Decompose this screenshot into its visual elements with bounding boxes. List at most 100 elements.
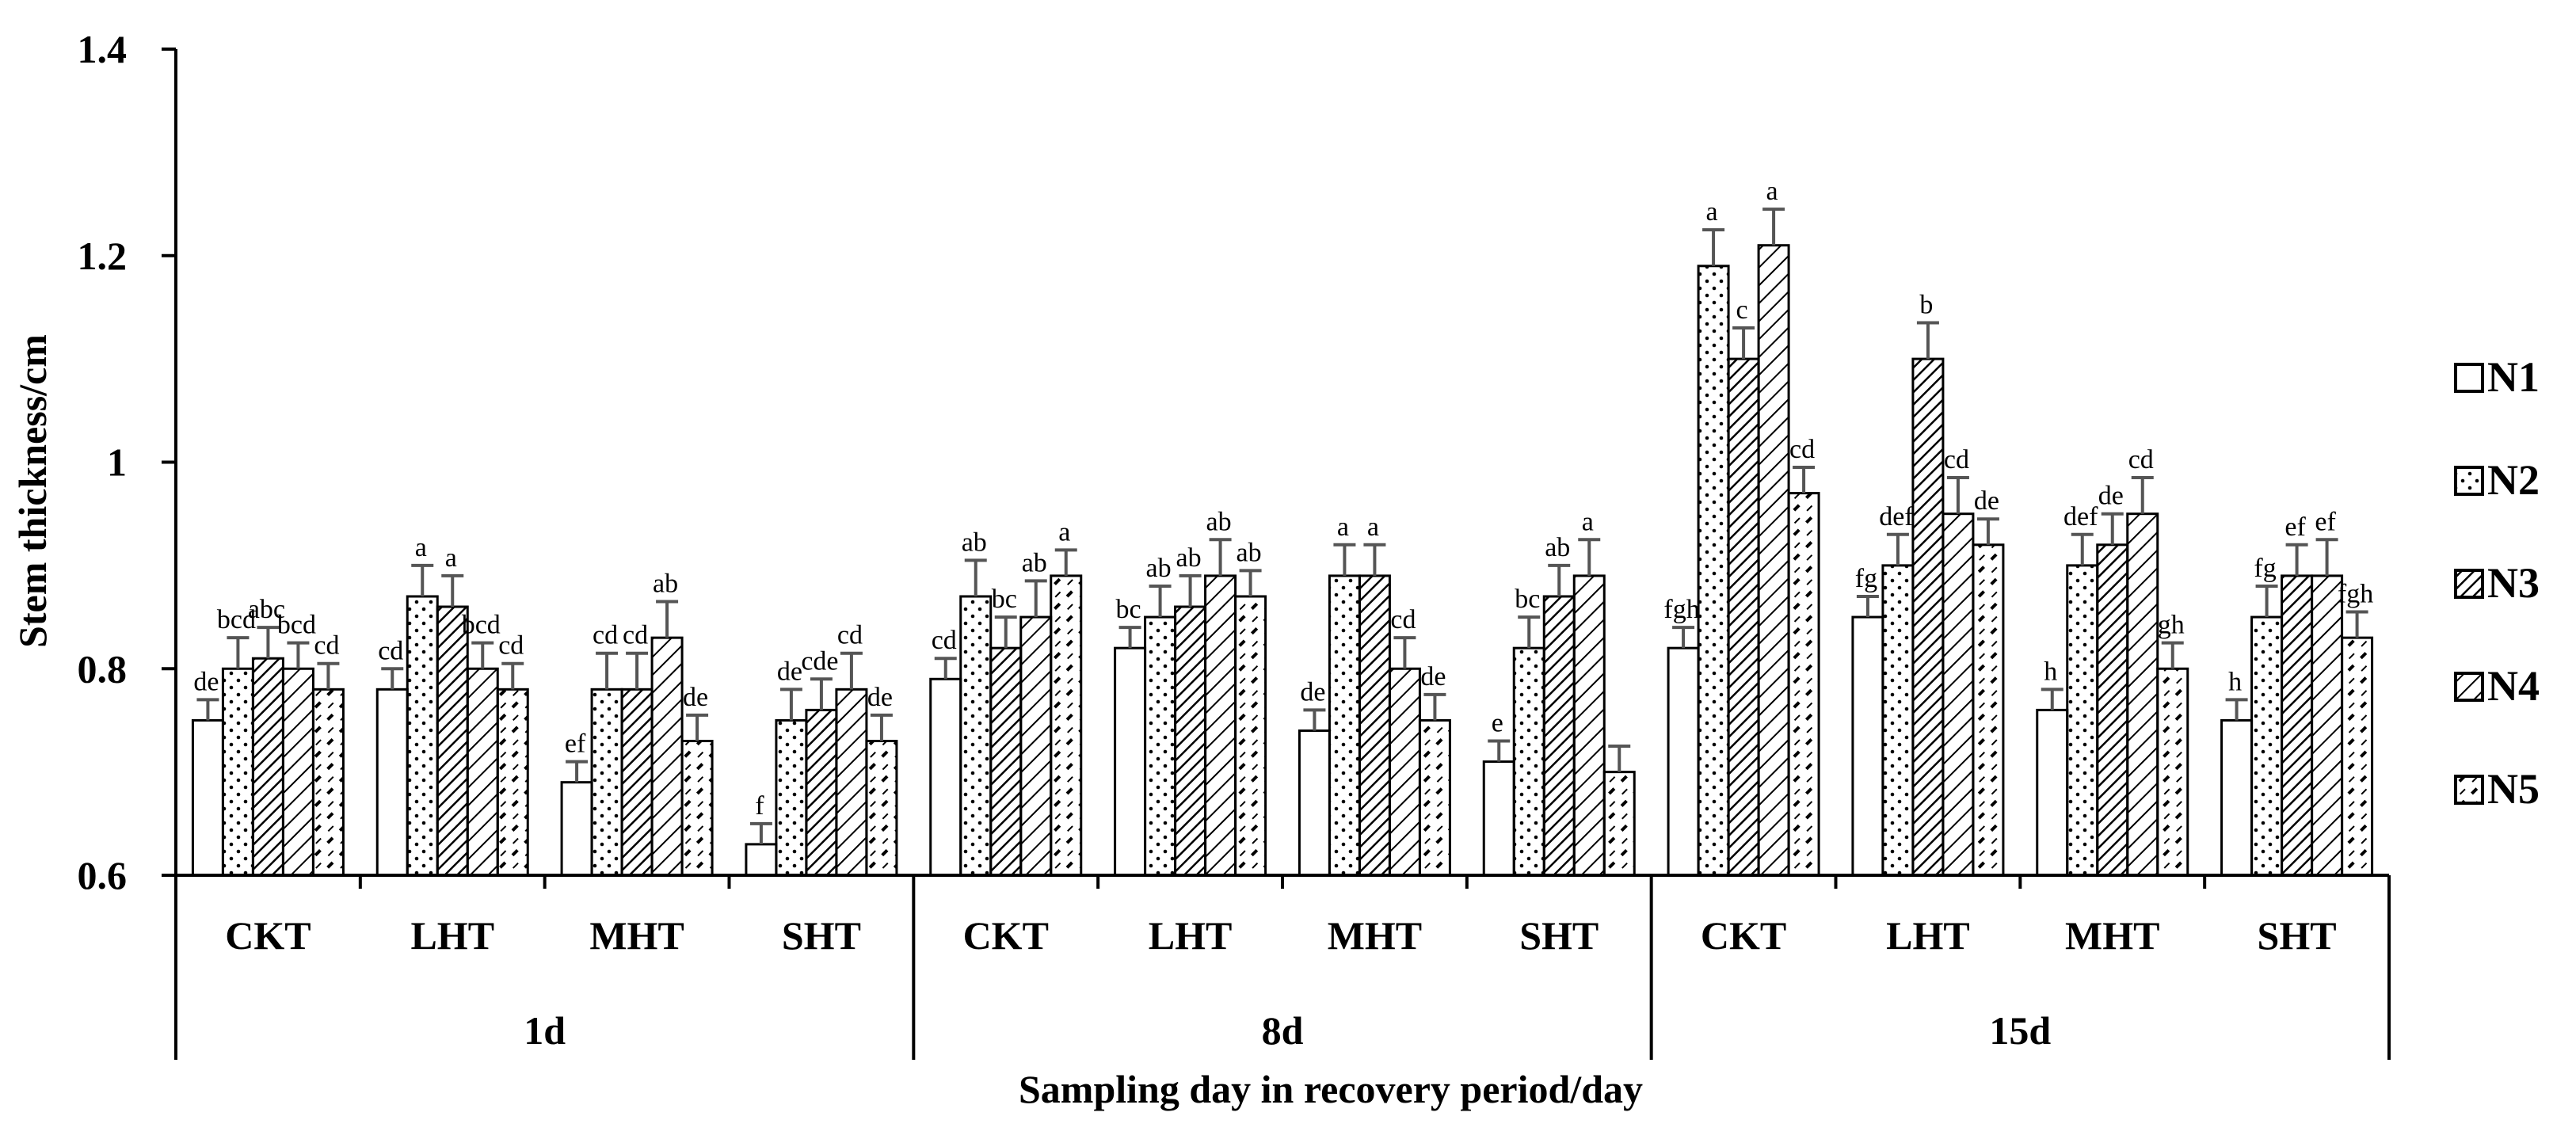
bar-N1 <box>560 781 593 877</box>
significance-letter: b <box>1919 290 1933 319</box>
significance-letter: ef <box>2284 512 2306 542</box>
bar-N3 <box>2096 543 2129 877</box>
significance-letter: de <box>867 683 893 712</box>
category-label: CKT <box>225 913 311 958</box>
bar-N4 <box>650 636 684 877</box>
bar-N5 <box>1050 574 1083 877</box>
significance-letter: c <box>1736 295 1748 325</box>
bar-N3 <box>805 708 838 877</box>
legend-swatch-N3 <box>2454 569 2484 599</box>
significance-letter: de <box>193 667 219 696</box>
significance-letter: cd <box>1944 445 1969 474</box>
significance-letter: de <box>683 683 708 712</box>
bar-N1 <box>745 843 778 877</box>
bar-N5 <box>311 688 345 877</box>
significance-letter: e <box>1492 709 1503 738</box>
category-label: SHT <box>2258 913 2337 958</box>
significance-letter: a <box>415 533 427 562</box>
y-tick-label: 1.2 <box>78 234 128 278</box>
x-axis-title: Sampling day in recovery period/day <box>1019 1067 1643 1111</box>
bar-N2 <box>221 667 254 877</box>
significance-letter: bc <box>1515 585 1540 614</box>
significance-letter: de <box>1300 677 1325 707</box>
significance-letter: f <box>755 791 764 821</box>
significance-letter: ef <box>565 729 586 759</box>
significance-letter: cde <box>801 646 838 676</box>
legend-label-N4: N4 <box>2487 662 2540 710</box>
y-tick-label: 1.4 <box>78 27 128 71</box>
bar-N2 <box>2250 615 2284 877</box>
legend-label-N1: N1 <box>2487 353 2540 401</box>
bar-N4 <box>2126 512 2159 877</box>
significance-letter: a <box>1766 177 1778 206</box>
bar-N4 <box>1942 512 1975 877</box>
legend-swatch-N5 <box>2454 775 2484 805</box>
bar-N2 <box>1697 265 1730 877</box>
legend-label-N2: N2 <box>2487 456 2540 504</box>
significance-letter: ab <box>653 570 678 599</box>
significance-letter: a <box>1582 507 1594 536</box>
significance-letter: ab <box>1176 543 1202 573</box>
bar-N2 <box>590 688 623 877</box>
bar-N4 <box>281 667 314 877</box>
significance-letter: cd <box>378 636 403 665</box>
category-label: MHT <box>589 913 684 958</box>
bar-N1 <box>1482 760 1515 877</box>
significance-letter: ab <box>1237 538 1262 567</box>
bar-N2 <box>1144 615 1177 877</box>
significance-letter: de <box>1974 486 1999 516</box>
significance-letter: bc <box>1116 595 1141 624</box>
category-label: CKT <box>963 913 1049 958</box>
bar-N4 <box>1757 244 1790 877</box>
bar-N4 <box>1204 574 1237 877</box>
bar-N3 <box>2281 574 2314 877</box>
bar-N3 <box>620 688 654 877</box>
bar-N1 <box>375 688 409 877</box>
significance-letter: a <box>1706 197 1718 227</box>
category-label: SHT <box>1519 913 1599 958</box>
significance-letter: fgh <box>1663 595 1699 624</box>
bar-N2 <box>1512 646 1545 877</box>
significance-letter: cd <box>932 626 957 655</box>
significance-letter: h <box>2228 667 2242 696</box>
significance-letter: ab <box>962 528 987 557</box>
bar-N2 <box>406 595 439 877</box>
group-label: 1d <box>524 1008 566 1053</box>
significance-letter: de <box>1420 662 1446 691</box>
significance-letter: ab <box>1206 507 1232 536</box>
bar-N5 <box>1972 543 2005 877</box>
significance-letter: cd <box>623 621 648 650</box>
legend-swatch-N1 <box>2454 363 2484 393</box>
significance-letter: cd <box>314 631 339 661</box>
bar-N3 <box>1542 595 1576 877</box>
category-label: LHT <box>1886 913 1970 958</box>
significance-letter: de <box>2098 482 2124 511</box>
legend-label-N3: N3 <box>2487 559 2540 607</box>
legend-swatch-N2 <box>2454 466 2484 496</box>
bar-N4 <box>1388 667 1421 877</box>
bar-N4 <box>1572 574 1606 877</box>
significance-letter: cd <box>1789 435 1815 464</box>
significance-letter: cd <box>498 631 524 661</box>
bar-N3 <box>989 646 1023 877</box>
bar-N1 <box>2036 708 2069 877</box>
bar-N4 <box>835 688 868 877</box>
bar-N2 <box>959 595 993 877</box>
legend: N1 N2 N3 N4 N5 <box>2454 353 2540 813</box>
bar-N5 <box>1418 718 1451 877</box>
significance-letter: bc <box>992 585 1017 614</box>
bar-N4 <box>2311 574 2344 877</box>
bar-N3 <box>1358 574 1391 877</box>
bar-N5 <box>680 740 714 877</box>
significance-letter: fgh <box>2338 580 2373 609</box>
category-label: MHT <box>1328 913 1422 958</box>
y-tick-label: 1 <box>107 440 127 485</box>
significance-letter: abc <box>248 595 285 624</box>
bar-N3 <box>251 657 284 877</box>
bar-N1 <box>2220 718 2254 877</box>
bar-N3 <box>1727 357 1760 877</box>
bar-N3 <box>1174 605 1207 877</box>
y-axis-title: Stem thickness/cm <box>10 334 55 648</box>
